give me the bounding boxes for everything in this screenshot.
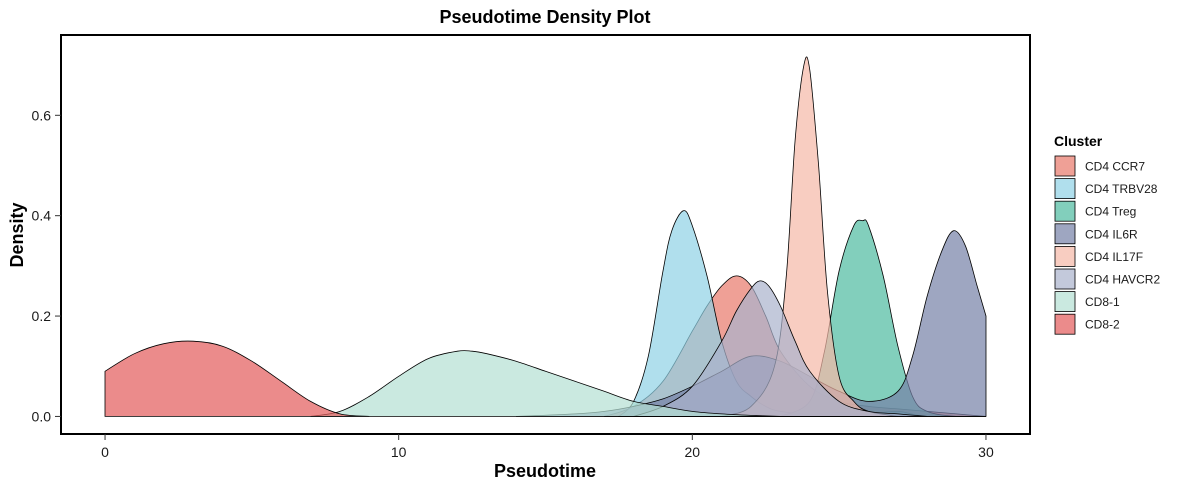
x-tick-label: 20 bbox=[685, 444, 701, 460]
legend-label-cd4-treg: CD4 Treg bbox=[1085, 205, 1136, 219]
legend-label-cd4-trbv28: CD4 TRBV28 bbox=[1085, 182, 1158, 196]
legend-key-cd8-2 bbox=[1054, 313, 1076, 335]
legend-label-cd4-il6r: CD4 IL6R bbox=[1085, 227, 1138, 241]
legend-label-cd4-havcr2: CD4 HAVCR2 bbox=[1085, 273, 1160, 287]
legend-label-cd8-1: CD8-1 bbox=[1085, 295, 1120, 309]
legend: CD4 CCR7 CD4 TRBV28 CD4 Treg CD4 IL6R CD4 IL… bbox=[1054, 155, 1160, 335]
density-area-cd8-2 bbox=[104, 340, 370, 417]
legend-label-cd4-il17f: CD4 IL17F bbox=[1085, 250, 1143, 264]
plot-border bbox=[60, 34, 1031, 435]
legend-label-cd8-2: CD8-2 bbox=[1085, 318, 1120, 332]
legend-key-cd4-havcr2 bbox=[1054, 268, 1076, 290]
y-tick-label: 0.2 bbox=[32, 308, 52, 324]
x-axis: 0 10 20 30 bbox=[101, 434, 994, 460]
y-tick-label: 0.4 bbox=[32, 208, 52, 224]
legend-title: Cluster bbox=[1054, 133, 1103, 149]
density-area-cd4-havcr2 bbox=[633, 280, 928, 417]
density-areas bbox=[104, 56, 987, 417]
y-tick-label: 0.6 bbox=[32, 107, 52, 123]
x-tick-label: 30 bbox=[978, 444, 994, 460]
chart-title: Pseudotime Density Plot bbox=[439, 7, 650, 27]
legend-key-cd4-trbv28 bbox=[1054, 178, 1076, 200]
x-axis-title: Pseudotime bbox=[494, 461, 596, 481]
legend-key-cd8-1 bbox=[1054, 291, 1076, 313]
y-tick-label: 0.0 bbox=[32, 408, 52, 424]
legend-key-cd4-il17f bbox=[1054, 245, 1076, 267]
legend-key-cd4-treg bbox=[1054, 200, 1076, 222]
x-tick-label: 0 bbox=[101, 444, 109, 460]
legend-label-cd4-ccr7: CD4 CCR7 bbox=[1085, 160, 1145, 174]
x-tick-label: 10 bbox=[391, 444, 407, 460]
legend-key-cd4-ccr7 bbox=[1054, 155, 1076, 177]
legend-key-cd4-il6r bbox=[1054, 223, 1076, 245]
y-axis: 0.0 0.2 0.4 0.6 bbox=[32, 107, 61, 424]
y-axis-title: Density bbox=[7, 202, 27, 267]
density-area-cd8-1 bbox=[310, 350, 781, 417]
